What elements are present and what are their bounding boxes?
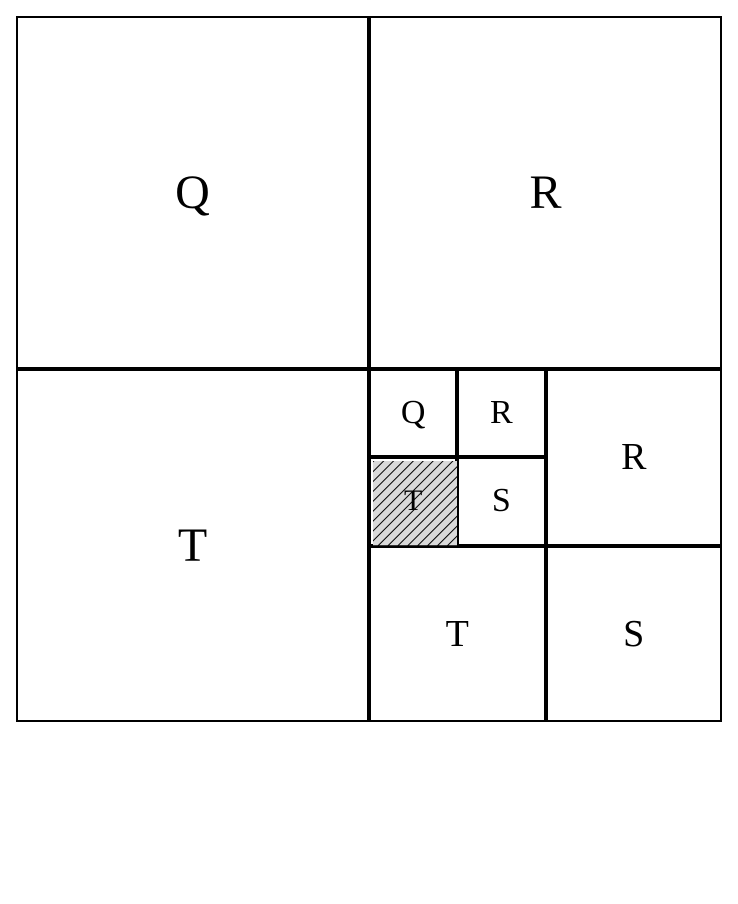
cell-small-T: T [369, 457, 457, 545]
cell-outer-T: T [16, 369, 369, 722]
cell-small-T-label: T [404, 484, 422, 518]
cell-small-R-label: R [490, 394, 513, 432]
cell-outer-Q-label: Q [175, 165, 210, 220]
cell-mid-R-label: R [621, 435, 646, 479]
cell-outer-Q: Q [16, 16, 369, 369]
cell-mid-T: T [369, 546, 546, 723]
cell-small-Q: Q [369, 369, 457, 457]
cell-small-S: S [457, 457, 545, 545]
cell-mid-S-label: S [623, 612, 644, 656]
cell-outer-T-label: T [178, 518, 207, 573]
cell-small-R: R [457, 369, 545, 457]
diagram-stage: Q R T R T S Q R T S [0, 0, 738, 904]
cell-mid-R: R [546, 369, 723, 546]
cell-small-S-label: S [492, 482, 511, 520]
cell-mid-T-label: T [446, 612, 469, 656]
cell-outer-R-label: R [529, 165, 561, 220]
cell-outer-R: R [369, 16, 722, 369]
cell-mid-S: S [546, 546, 723, 723]
cell-small-Q-label: Q [401, 394, 426, 432]
